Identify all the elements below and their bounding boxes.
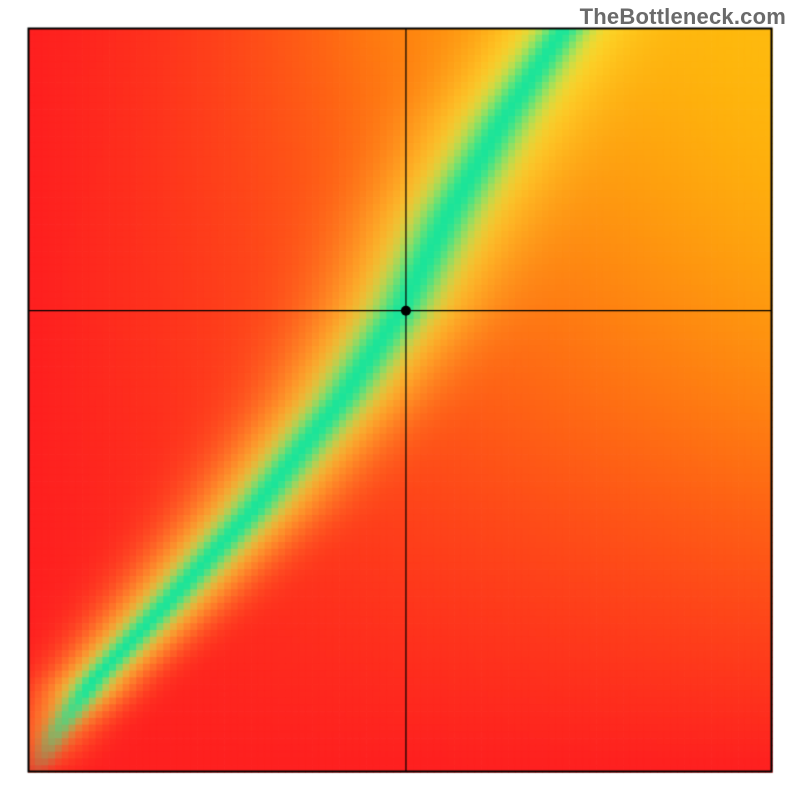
watermark-label: TheBottleneck.com	[580, 4, 786, 30]
heatmap-canvas	[0, 0, 800, 800]
chart-container: TheBottleneck.com	[0, 0, 800, 800]
